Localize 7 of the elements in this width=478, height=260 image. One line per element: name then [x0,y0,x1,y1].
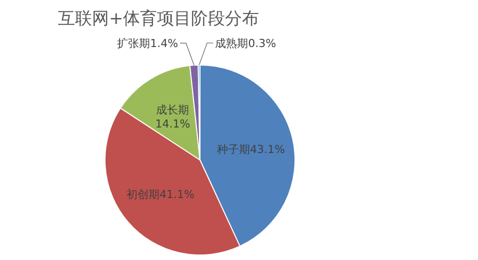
slice-label: 初创期41.1% [126,188,194,202]
chart-title: 互联网+体育项目阶段分布 [58,9,260,29]
slice-label: 扩张期1.4% [117,37,178,50]
slice-label: 成长期 [156,103,190,116]
data-label: 14.1% [155,117,190,130]
slice-label: 种子期43.1% [217,142,286,156]
slice-label: 成熟期0.3% [215,37,276,50]
